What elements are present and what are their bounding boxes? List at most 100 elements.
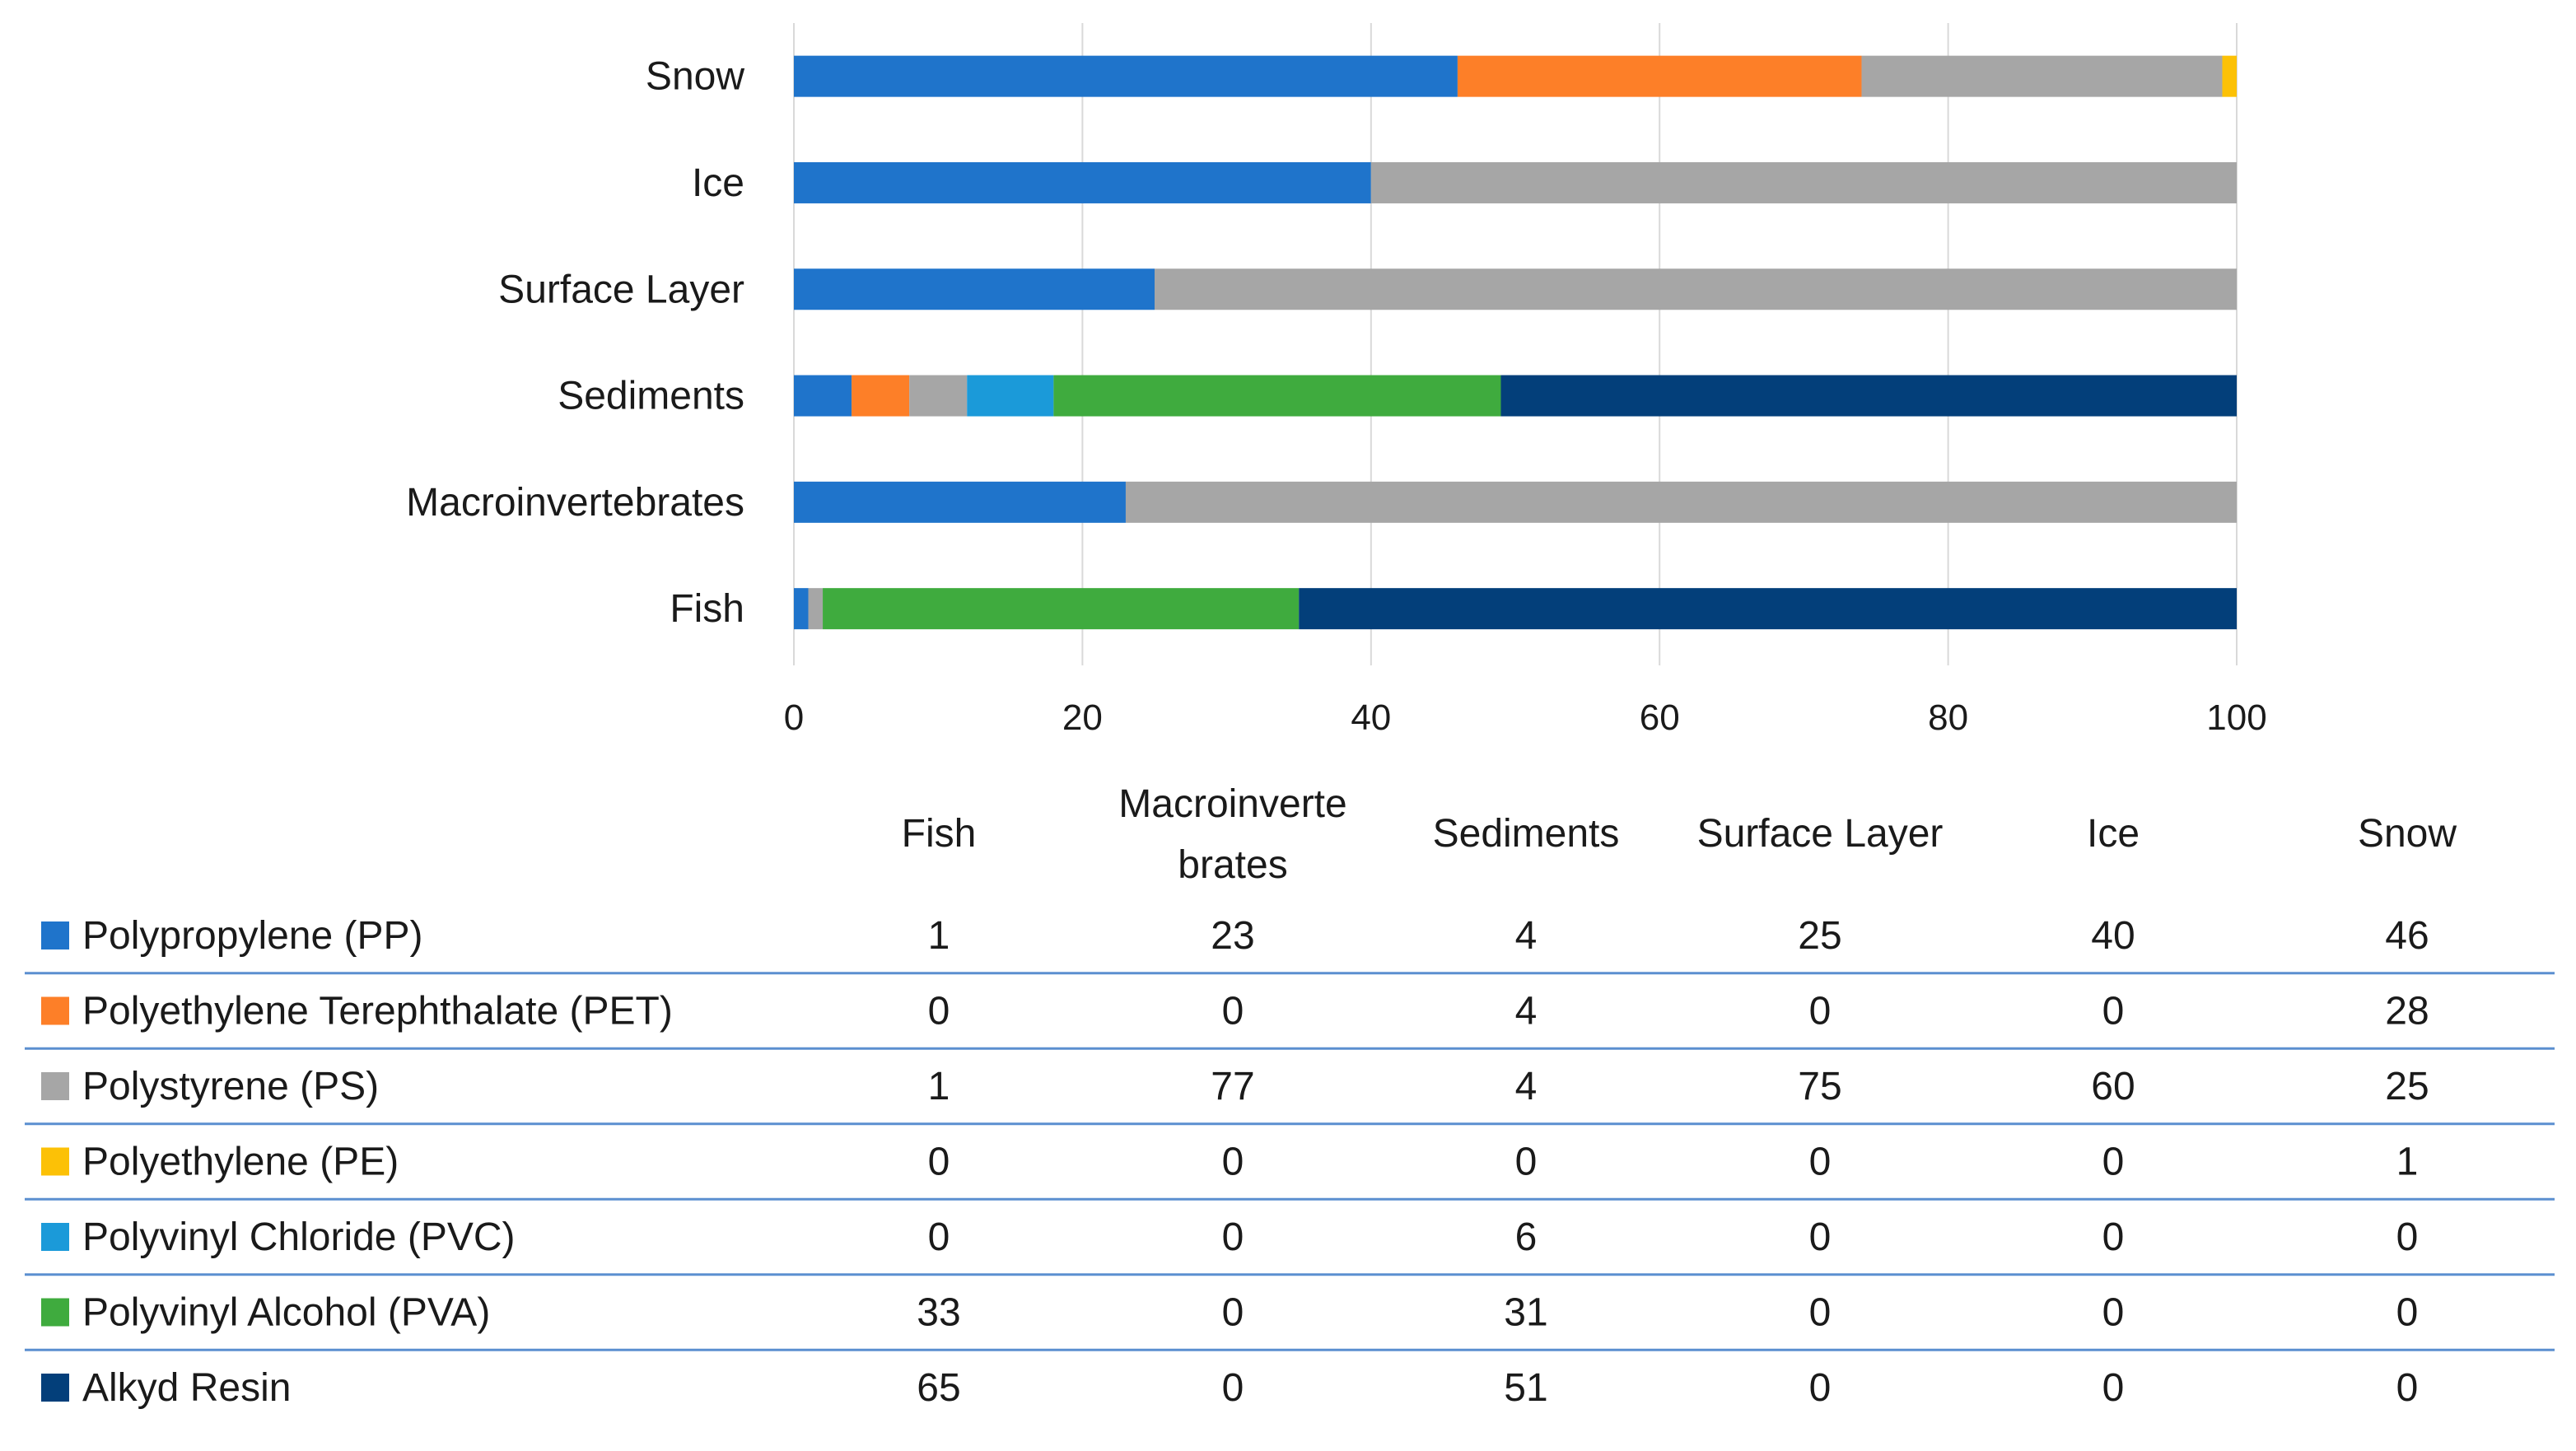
table-value-polypropylene-pp-sediments: 4	[1515, 914, 1538, 958]
legend-label-polyvinyl-alcohol-pva: Polyvinyl Alcohol (PVA)	[82, 1291, 490, 1335]
table-value-alkyd-resin-fish: 65	[917, 1366, 960, 1410]
table-value-polypropylene-pp-ice: 40	[2091, 914, 2135, 958]
x-tick-label-60: 60	[1640, 698, 1680, 738]
bar-surface-layer-polypropylene-pp	[794, 268, 1155, 310]
table-value-polyvinyl-alcohol-pva-sediments: 31	[1504, 1291, 1547, 1335]
legend-swatch-polyvinyl-chloride-pvc	[41, 1223, 69, 1251]
axes: 0 20 40 60 80 100 Fish Macroinvertebrates Sedime…	[406, 55, 2267, 738]
table-value-polyvinyl-chloride-pvc-fish: 0	[928, 1215, 950, 1259]
table-value-polyvinyl-chloride-pvc-surface-layer: 0	[1809, 1215, 1832, 1259]
table-value-polyethylene-pe-surface-layer: 0	[1809, 1141, 1832, 1184]
bar-sediments-alkyd-resin	[1500, 375, 2237, 417]
legend-label-polypropylene-pp: Polypropylene (PP)	[82, 914, 423, 958]
table-value-polyvinyl-alcohol-pva-surface-layer: 0	[1809, 1291, 1832, 1335]
y-category-label-surface-layer: Surface Layer	[498, 268, 744, 311]
bar-fish-polyvinyl-alcohol-pva	[823, 588, 1300, 630]
legend-label-polyvinyl-chloride-pvc: Polyvinyl Chloride (PVC)	[82, 1215, 516, 1259]
table-value-polypropylene-pp-macroinvertebrates: 23	[1211, 914, 1254, 958]
x-tick-label-100: 100	[2206, 698, 2266, 738]
legend-swatch-polyvinyl-alcohol-pva	[41, 1298, 69, 1327]
table-value-polyvinyl-alcohol-pva-fish: 33	[917, 1291, 960, 1335]
table-value-polyethylene-terephthalate-pet-fish: 0	[928, 990, 950, 1033]
bar-sediments-polyvinyl-alcohol-pva	[1053, 375, 1501, 417]
data-table: Fish Macroinverte brates Sediments Surface L…	[25, 782, 2555, 1410]
table-value-polypropylene-pp-snow: 46	[2385, 914, 2429, 958]
bar-macroinvertebrates-polystyrene-ps	[1125, 481, 2237, 523]
gridlines	[793, 23, 2238, 665]
table-value-alkyd-resin-macroinvertebrates: 0	[1222, 1366, 1244, 1410]
table-header-line-1: Macroinverte	[1118, 782, 1346, 826]
y-category-label-ice: Ice	[692, 161, 744, 205]
table-value-polyvinyl-chloride-pvc-sediments: 6	[1515, 1215, 1538, 1259]
x-tick-label-0: 0	[784, 698, 804, 738]
table-value-polystyrene-ps-ice: 60	[2091, 1065, 2135, 1108]
bar-sediments-polyethylene-terephthalate-pet	[852, 375, 910, 417]
table-header-sediments: Sediments	[1433, 812, 1620, 856]
table-value-polyvinyl-chloride-pvc-snow: 0	[2396, 1215, 2419, 1259]
legend-swatch-polyethylene-pe	[41, 1147, 69, 1176]
bar-fish-alkyd-resin	[1299, 588, 2237, 630]
table-value-alkyd-resin-ice: 0	[2102, 1366, 2125, 1410]
bar-fish-polypropylene-pp	[794, 588, 809, 630]
table-value-polystyrene-ps-sediments: 4	[1515, 1065, 1538, 1108]
legend-label-polystyrene-ps: Polystyrene (PS)	[82, 1065, 379, 1108]
bar-snow-polyethylene-terephthalate-pet	[1457, 55, 1862, 97]
table-value-polyvinyl-alcohol-pva-macroinvertebrates: 0	[1222, 1291, 1244, 1335]
bar-surface-layer-polystyrene-ps	[1155, 268, 2237, 310]
table-header-line-2: brates	[1178, 843, 1287, 887]
table-value-polyvinyl-alcohol-pva-ice: 0	[2102, 1291, 2125, 1335]
table-value-polyethylene-terephthalate-pet-surface-layer: 0	[1809, 990, 1832, 1033]
bar-sediments-polystyrene-ps	[909, 375, 968, 417]
x-tick-label-20: 20	[1062, 698, 1103, 738]
bar-snow-polypropylene-pp	[794, 55, 1458, 97]
bar-ice-polypropylene-pp	[794, 161, 1371, 203]
legend-swatch-alkyd-resin	[41, 1374, 69, 1402]
table-value-alkyd-resin-snow: 0	[2396, 1366, 2419, 1410]
table-value-alkyd-resin-surface-layer: 0	[1809, 1366, 1832, 1410]
table-value-polyvinyl-chloride-pvc-ice: 0	[2102, 1215, 2125, 1259]
table-header-ice: Ice	[2087, 812, 2140, 856]
table-value-polyethylene-terephthalate-pet-macroinvertebrates: 0	[1222, 990, 1244, 1033]
bar-fish-polystyrene-ps	[808, 588, 824, 630]
table-value-polyvinyl-alcohol-pva-snow: 0	[2396, 1291, 2419, 1335]
table-value-polyethylene-terephthalate-pet-sediments: 4	[1515, 990, 1538, 1033]
table-value-polypropylene-pp-fish: 1	[928, 914, 950, 958]
table-header-surface-layer: Surface Layer	[1697, 812, 1944, 856]
table-value-polypropylene-pp-surface-layer: 25	[1798, 914, 1841, 958]
legend-label-alkyd-resin: Alkyd Resin	[82, 1366, 291, 1410]
table-header-macroinvertebrates: Macroinverte brates	[1118, 782, 1346, 887]
legend-swatch-polyethylene-terephthalate-pet	[41, 996, 69, 1025]
table-value-alkyd-resin-sediments: 51	[1504, 1366, 1547, 1410]
bar-snow-polyethylene-pe	[2222, 55, 2237, 97]
table-value-polyvinyl-chloride-pvc-macroinvertebrates: 0	[1222, 1215, 1244, 1259]
table-value-polystyrene-ps-surface-layer: 75	[1798, 1065, 1841, 1108]
y-category-label-snow: Snow	[646, 55, 744, 99]
legend-label-polyethylene-pe: Polyethylene (PE)	[82, 1141, 399, 1184]
table-value-polystyrene-ps-snow: 25	[2385, 1065, 2429, 1108]
table-value-polystyrene-ps-macroinvertebrates: 77	[1211, 1065, 1254, 1108]
table-header-fish: Fish	[902, 812, 977, 856]
legend-label-polyethylene-terephthalate-pet: Polyethylene Terephthalate (PET)	[82, 990, 673, 1033]
table-value-polystyrene-ps-fish: 1	[928, 1065, 950, 1108]
y-category-label-fish: Fish	[670, 587, 744, 631]
legend-swatch-polystyrene-ps	[41, 1072, 69, 1100]
bar-snow-polystyrene-ps	[1861, 55, 2223, 97]
table-value-polyethylene-pe-fish: 0	[928, 1141, 950, 1184]
x-tick-label-40: 40	[1351, 698, 1391, 738]
table-value-polyethylene-pe-ice: 0	[2102, 1141, 2125, 1184]
table-header-snow: Snow	[2358, 812, 2457, 856]
plot-bars	[794, 55, 2237, 630]
table-value-polyethylene-pe-macroinvertebrates: 0	[1222, 1141, 1244, 1184]
bar-macroinvertebrates-polypropylene-pp	[794, 481, 1126, 523]
bar-sediments-polyvinyl-chloride-pvc	[967, 375, 1054, 417]
bar-sediments-polypropylene-pp	[794, 375, 852, 417]
table-value-polyethylene-pe-sediments: 0	[1515, 1141, 1538, 1184]
table-value-polyethylene-terephthalate-pet-snow: 28	[2385, 990, 2429, 1033]
y-category-label-sediments: Sediments	[558, 375, 744, 418]
bar-ice-polystyrene-ps	[1370, 161, 2237, 203]
y-category-label-macroinvertebrates: Macroinvertebrates	[406, 481, 744, 525]
legend-swatch-polypropylene-pp	[41, 921, 69, 949]
table-value-polyethylene-pe-snow: 1	[2396, 1141, 2419, 1184]
